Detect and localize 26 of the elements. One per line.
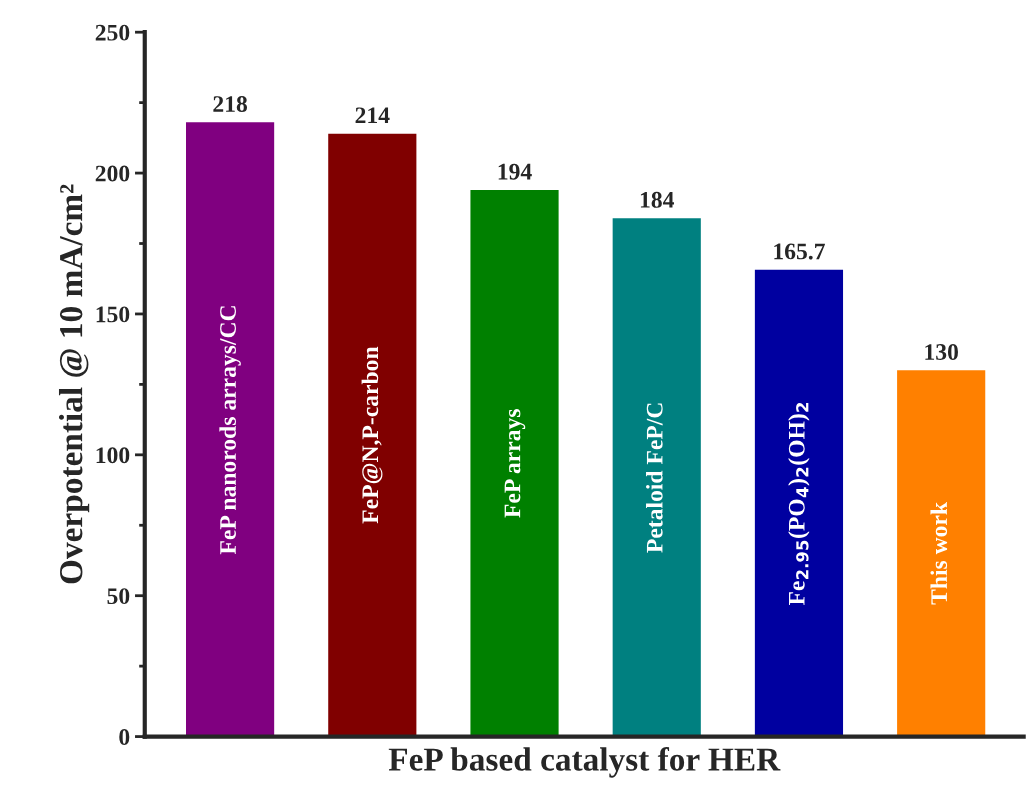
x-tick-label: Fe$_{2.95}$(PO$_{4}$)$_{2}$(OH)$_{2}$ [788,402,810,606]
bar [754,269,844,737]
data-label: 130 [925,344,958,360]
y-tick-label: 200 [95,165,130,182]
y-tick-label: 100 [96,447,130,464]
bar [897,370,986,737]
data-label: 214 [355,107,390,124]
x-axis-title: FeP based catalyst for HER [388,746,781,778]
x-tick-label: FeP nanorods arrays/CC [219,306,241,555]
data-label: 184 [640,191,675,208]
x-tick-label: Petaloid FeP/C [646,403,663,553]
bar [470,189,559,737]
y-tick-label: 250 [95,24,130,41]
x-tick-label: This work [930,501,948,605]
y-tick-label: 50 [107,588,130,605]
x-tick-label: FeP@N,P-carbon [361,346,383,524]
bar [328,133,417,737]
y-tick-label: 150 [96,306,130,323]
y-tick-label: 0 [119,729,130,745]
data-label: 194 [498,163,532,180]
bar [186,122,275,737]
data-label: 165.7 [774,243,825,260]
data-label: 218 [213,96,248,113]
x-tick-label: FeP arrays [504,409,526,518]
bar [612,218,701,737]
y-axis-title: Overpotential @ 10 mA/cm² [58,184,90,584]
